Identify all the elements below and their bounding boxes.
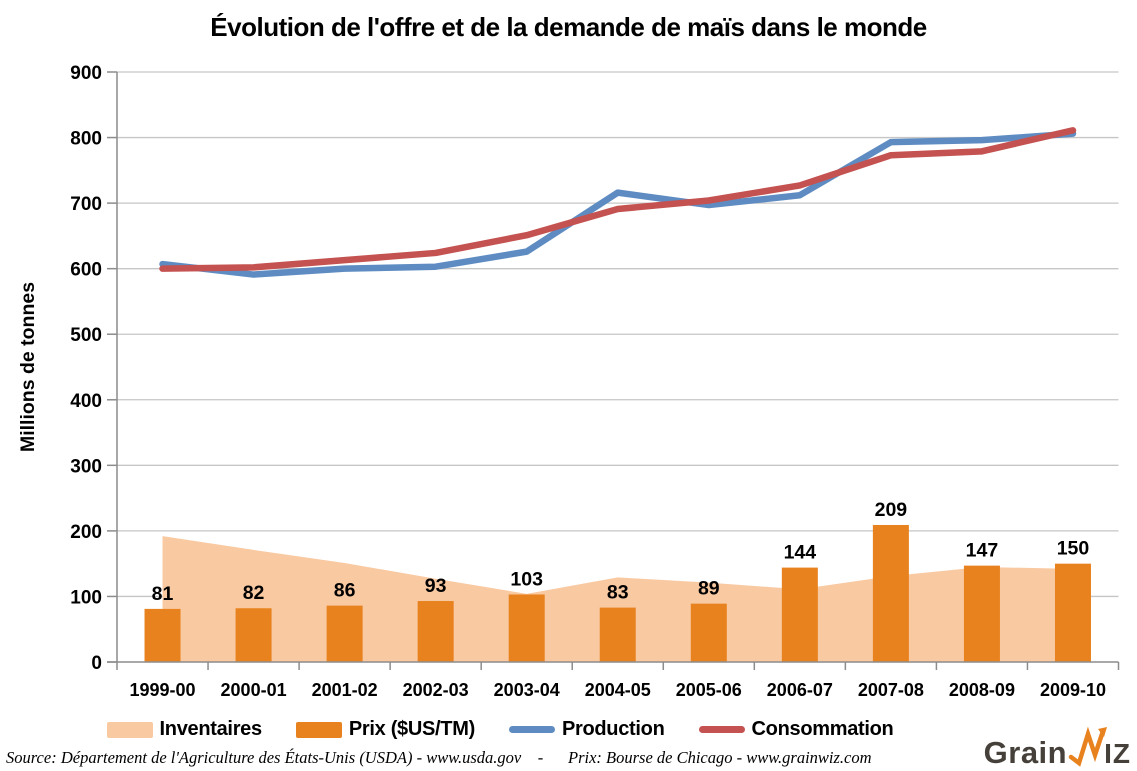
bar-value-label: 144 bbox=[784, 542, 817, 564]
y-tick-label: 100 bbox=[70, 587, 102, 608]
prix-bar bbox=[144, 608, 181, 662]
logo-zigzag-w-icon bbox=[1068, 726, 1108, 767]
logo-text-iz: IZ bbox=[1104, 738, 1131, 769]
production-line bbox=[159, 130, 1077, 278]
x-tick-label: 2000-01 bbox=[221, 680, 287, 700]
y-tick-label: 400 bbox=[70, 391, 102, 412]
x-tick-label: 2007-08 bbox=[858, 680, 924, 700]
chart-title: Évolution de l'offre et de la demande de… bbox=[210, 12, 927, 42]
prix-bar bbox=[417, 601, 454, 662]
prix-bar bbox=[690, 603, 727, 662]
y-tick-label: 900 bbox=[70, 63, 102, 84]
prix-bar bbox=[872, 524, 909, 662]
prix-bar bbox=[781, 567, 818, 662]
x-tick-label: 1999-00 bbox=[129, 680, 195, 700]
inventaires-area bbox=[162, 536, 1073, 662]
prix-swatch-icon bbox=[295, 721, 342, 738]
prix-bar bbox=[963, 565, 1000, 662]
prix-bar bbox=[599, 607, 636, 662]
legend-item-production: Production bbox=[508, 718, 665, 741]
legend-label-prix: Prix ($US/TM) bbox=[348, 718, 475, 740]
y-tick-label: 200 bbox=[70, 522, 102, 543]
bar-value-label: 86 bbox=[334, 580, 356, 602]
prix-bar bbox=[326, 605, 363, 662]
logo-text-grain: Grain bbox=[983, 735, 1068, 770]
bar-value-label: 83 bbox=[607, 582, 629, 604]
y-tick-label: 300 bbox=[70, 456, 102, 477]
x-tick-label: 2001-02 bbox=[312, 680, 378, 700]
inventaires-swatch-icon bbox=[106, 721, 153, 738]
bar-value-label: 209 bbox=[875, 499, 908, 521]
x-tick-label: 2002-03 bbox=[403, 680, 469, 700]
x-tick-label: 2003-04 bbox=[494, 680, 560, 700]
legend-item-prix: Prix ($US/TM) bbox=[295, 718, 475, 741]
legend-label-consommation: Consommation bbox=[751, 718, 894, 740]
y-tick-label: 500 bbox=[70, 325, 102, 346]
consommation-swatch-icon bbox=[698, 726, 745, 733]
bar-value-label: 89 bbox=[698, 578, 720, 600]
source-text: Source: Département de l'Agriculture des… bbox=[6, 748, 872, 767]
consommation-line bbox=[159, 127, 1077, 272]
bar-value-label: 103 bbox=[510, 568, 543, 590]
bar-value-label: 82 bbox=[243, 582, 265, 604]
y-tick-label: 700 bbox=[70, 194, 102, 215]
x-tick-label: 2004-05 bbox=[585, 680, 651, 700]
production-swatch-icon bbox=[508, 726, 555, 733]
bar-value-label: 81 bbox=[152, 583, 174, 605]
bar-value-label: 147 bbox=[966, 540, 999, 562]
legend-label-production: Production bbox=[561, 718, 665, 740]
x-tick-label: 2005-06 bbox=[676, 680, 742, 700]
x-tick-label: 2006-07 bbox=[767, 680, 833, 700]
y-axis-title: Millions de tonnes bbox=[17, 282, 39, 452]
bar-value-label: 93 bbox=[425, 575, 447, 597]
x-tick-label: 2008-09 bbox=[949, 680, 1015, 700]
prix-bar bbox=[508, 594, 545, 662]
prix-bar bbox=[235, 608, 272, 662]
bar-value-label: 150 bbox=[1057, 538, 1090, 560]
y-tick-label: 600 bbox=[70, 260, 102, 281]
legend-item-consommation: Consommation bbox=[698, 718, 894, 741]
chart-legend: Inventaires Prix ($US/TM) Production Con… bbox=[0, 718, 1000, 741]
prix-bar bbox=[1054, 563, 1091, 662]
x-tick-label: 2009-10 bbox=[1040, 680, 1106, 700]
legend-item-inventaires: Inventaires bbox=[106, 718, 263, 741]
y-tick-label: 0 bbox=[91, 653, 102, 674]
grainwiz-logo: Grain IZ bbox=[984, 722, 1131, 768]
y-tick-label: 800 bbox=[70, 129, 102, 150]
legend-label-inventaires: Inventaires bbox=[159, 718, 263, 740]
